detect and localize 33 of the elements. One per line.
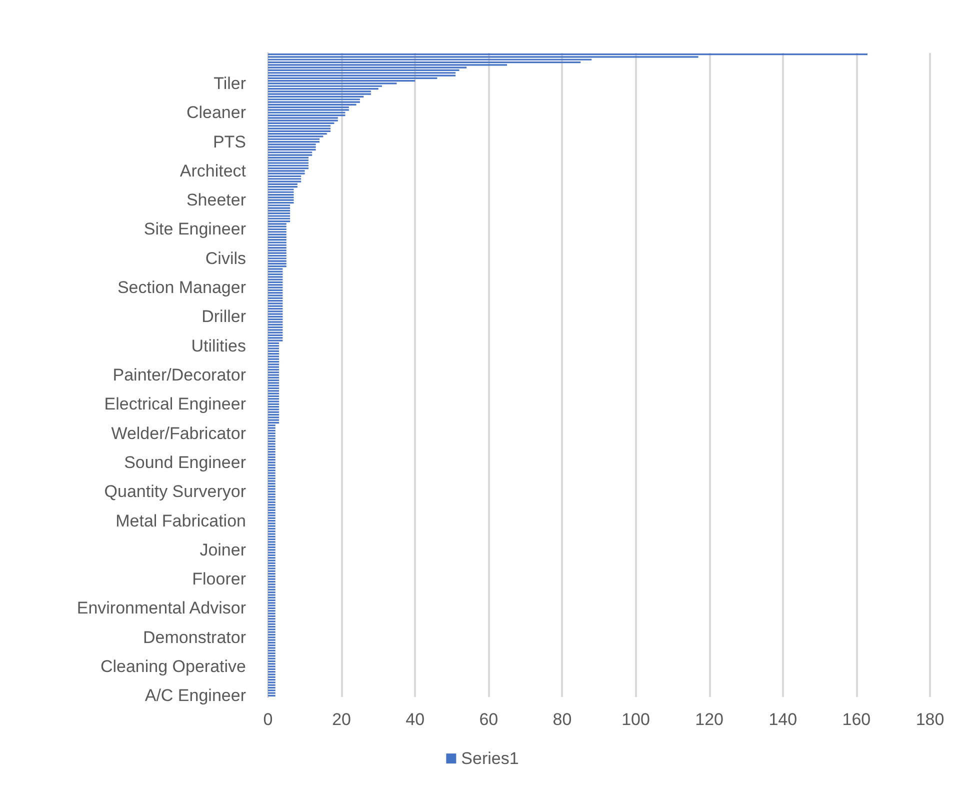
y-tick-label: Floorer	[192, 570, 246, 589]
y-tick-label: Section Manager	[117, 278, 246, 298]
x-tick-label: 80	[552, 710, 572, 729]
y-tick-label: Civils	[205, 248, 246, 268]
x-tick-label: 0	[263, 710, 273, 729]
y-tick-label: Utilities	[191, 336, 246, 356]
y-tick-label: Sheeter	[186, 190, 246, 210]
x-tick-label: 40	[406, 710, 425, 729]
y-tick-label: Driller	[202, 307, 246, 326]
legend-label: Series1	[461, 749, 519, 768]
x-tick-label: 20	[332, 710, 352, 729]
y-tick-label: Joiner	[200, 540, 246, 560]
y-tick-label: Sound Engineer	[124, 452, 246, 472]
y-tick-label: Metal Fabrication	[116, 511, 246, 530]
y-tick-label: PTS	[212, 132, 246, 152]
y-tick-label: Architect	[180, 161, 246, 180]
y-tick-label: Welder/Fabricator	[111, 424, 246, 443]
y-tick-label: Environmental Advisor	[76, 598, 246, 618]
y-tick-label: Cleaner	[186, 103, 246, 122]
y-tick-label: Quantity Surveryor	[104, 482, 246, 502]
y-tick-label: Site Engineer	[144, 220, 246, 239]
x-tick-label: 160	[842, 710, 871, 729]
x-tick-label: 140	[768, 710, 798, 729]
y-tick-label: Tiler	[214, 74, 246, 93]
y-tick-label: Demonstrator	[143, 628, 246, 647]
y-tick-label: A/C Engineer	[144, 686, 246, 706]
y-tick-label: Painter/Decorator	[112, 366, 246, 384]
x-tick-label: 120	[695, 710, 724, 729]
y-tick-label: Electrical Engineer	[104, 394, 246, 414]
y-tick-label: Cleaning Operative	[100, 657, 246, 676]
x-tick-label: 60	[479, 710, 498, 729]
x-tick-label: 180	[916, 710, 944, 729]
x-tick-label: 100	[622, 710, 650, 729]
